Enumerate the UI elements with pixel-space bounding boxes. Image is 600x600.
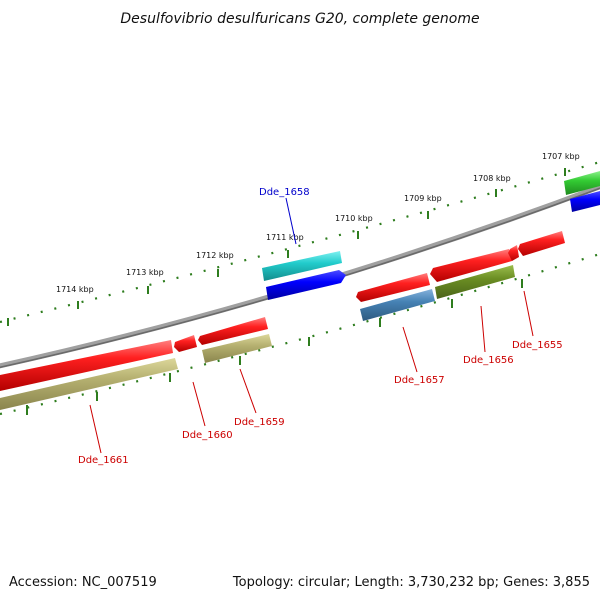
ruler-tick-label: 1713 kbp: [126, 268, 164, 277]
feature-dde-1655[interactable]: [518, 231, 565, 256]
ruler-tick-label: 1711 kbp: [266, 233, 304, 242]
feature-green-arrow[interactable]: [564, 171, 600, 195]
genome-title: Desulfovibrio desulfuricans G20, complet…: [120, 11, 479, 27]
feature-olive[interactable]: [435, 265, 515, 299]
feature-dde-1661[interactable]: [0, 340, 173, 391]
outer-ruler: 1714 kbp 1713 kbp 1712 kbp 1711 kbp 1710…: [0, 152, 600, 326]
gene-label-dde-1658[interactable]: Dde_1658: [259, 187, 310, 198]
feature-dde-1657[interactable]: [356, 273, 430, 302]
feature-khaki-long[interactable]: [0, 358, 178, 410]
ruler-tick-label: 1708 kbp: [473, 174, 511, 183]
topology-text: Topology: circular; Length: 3,730,232 bp…: [232, 575, 590, 590]
ruler-tick-label: 1709 kbp: [404, 194, 442, 203]
inner-ruler: [0, 252, 600, 416]
gene-label-dde-1660[interactable]: Dde_1660: [182, 430, 233, 441]
feature-dde-1655-small[interactable]: [508, 245, 519, 261]
feature-dde-1658[interactable]: [266, 270, 346, 300]
ruler-tick-label: 1714 kbp: [56, 285, 94, 294]
feature-dde-1660[interactable]: [174, 335, 197, 352]
feature-dde-1658-top[interactable]: [262, 251, 342, 281]
gene-label-dde-1655[interactable]: Dde_1655: [512, 340, 563, 351]
gene-label-dde-1661[interactable]: Dde_1661: [78, 455, 129, 466]
feature-khaki-short[interactable]: [202, 334, 272, 363]
gene-label-dde-1659[interactable]: Dde_1659: [234, 417, 285, 428]
feature-dde-1659[interactable]: [198, 317, 268, 345]
gene-label-dde-1657[interactable]: Dde_1657: [394, 375, 445, 386]
gene-label-dde-1656[interactable]: Dde_1656: [463, 355, 514, 366]
ruler-tick-label: 1710 kbp: [335, 214, 373, 223]
feature-dde-1656[interactable]: [430, 249, 512, 282]
feature-steelblue[interactable]: [360, 289, 435, 321]
ruler-tick-label: 1707 kbp: [542, 152, 580, 161]
ruler-tick-label: 1712 kbp: [196, 251, 234, 260]
feature-blue-arrow-right[interactable]: [570, 191, 600, 212]
accession-text: Accession: NC_007519: [9, 575, 157, 590]
